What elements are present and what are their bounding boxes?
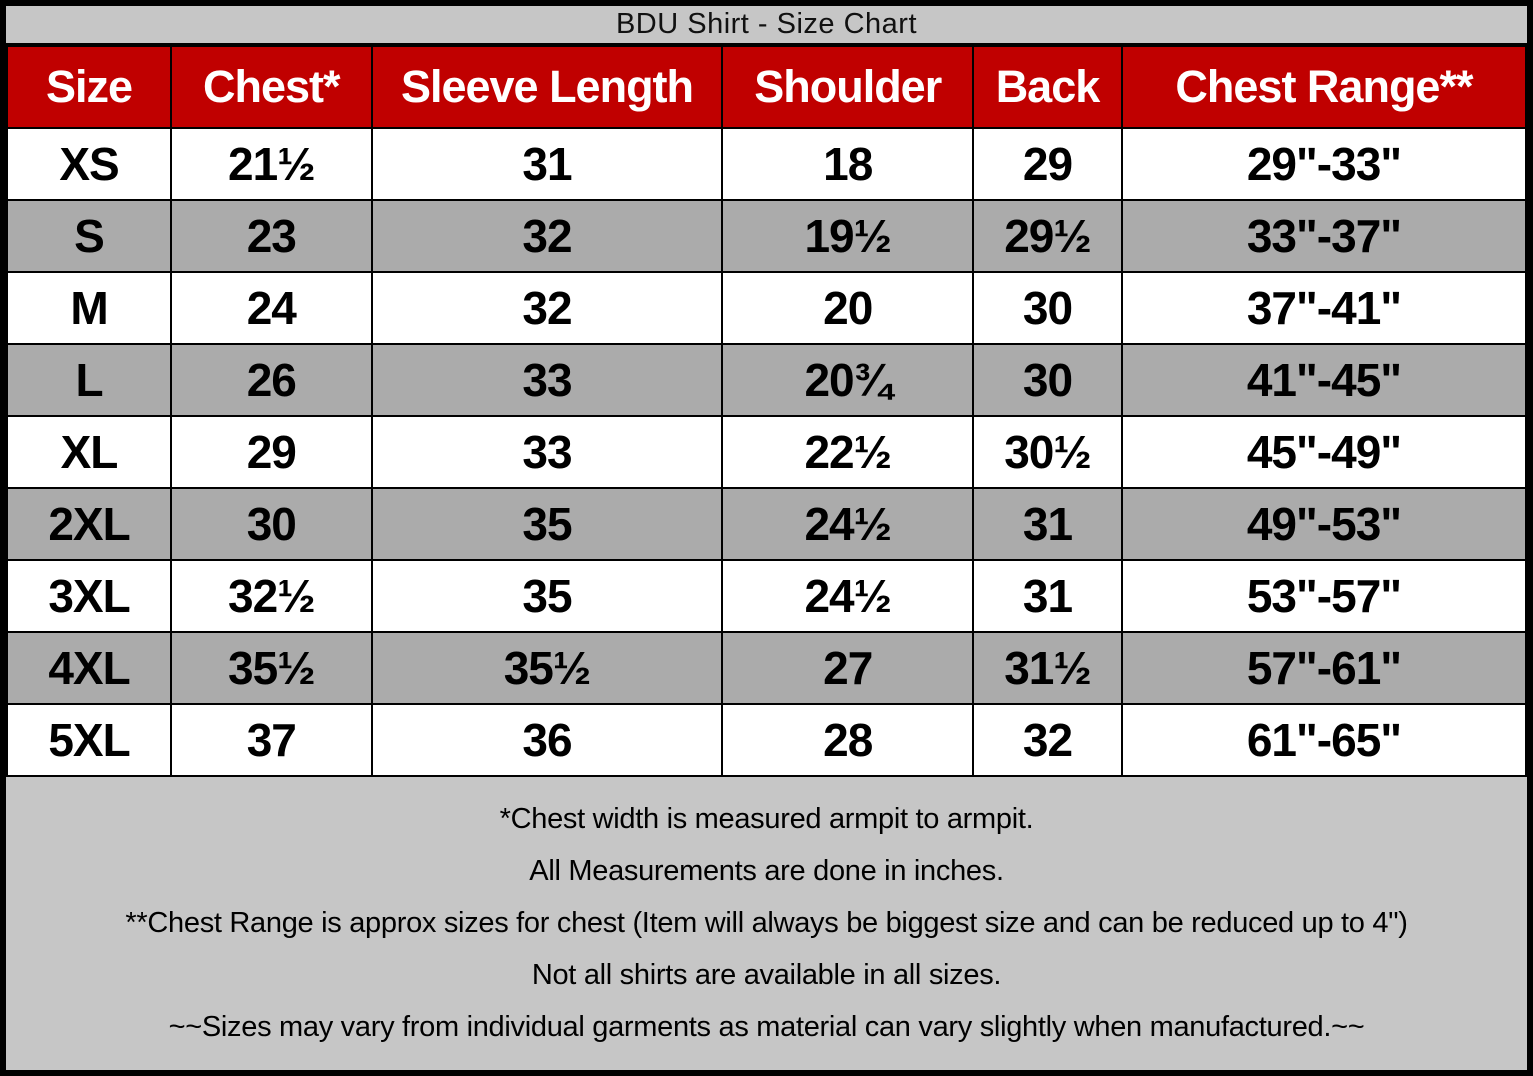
value-cell: 29"-33" (1120, 127, 1528, 201)
note-line-5: ~~Sizes may vary from individual garment… (168, 1011, 1365, 1043)
value-cell: 36 (370, 703, 724, 777)
value-cell: 26 (170, 343, 373, 417)
column-header-chest-range: Chest Range** (1120, 45, 1528, 129)
column-header-sleeve-length: Sleeve Length (370, 45, 724, 129)
value-cell: 37 (170, 703, 373, 777)
size-cell: 2XL (5, 487, 173, 561)
chart-title: BDU Shirt - Size Chart (6, 6, 1527, 45)
value-cell: 32 (972, 703, 1123, 777)
value-cell: 24½ (721, 559, 975, 633)
size-cell: 3XL (5, 559, 173, 633)
value-cell: 35½ (170, 631, 373, 705)
value-cell: 33"-37" (1120, 199, 1528, 273)
value-cell: 23 (170, 199, 373, 273)
column-header-size: Size (5, 45, 173, 129)
size-cell: XS (5, 127, 173, 201)
table-row-xs: XS 21½ 31 18 29 29"-33" (5, 127, 1528, 201)
value-cell: 53"-57" (1120, 559, 1528, 633)
value-cell: 31 (972, 559, 1123, 633)
note-line-2: All Measurements are done in inches. (529, 855, 1004, 887)
column-header-back: Back (972, 45, 1123, 129)
size-cell: 4XL (5, 631, 173, 705)
value-cell: 35½ (370, 631, 724, 705)
value-cell: 57"-61" (1120, 631, 1528, 705)
value-cell: 37"-41" (1120, 271, 1528, 345)
table-row-s: S 23 32 19½ 29½ 33"-37" (5, 199, 1528, 273)
value-cell: 28 (721, 703, 975, 777)
value-cell: 24½ (721, 487, 975, 561)
size-cell: XL (5, 415, 173, 489)
table-row-4xl: 4XL 35½ 35½ 27 31½ 57"-61" (5, 631, 1528, 705)
value-cell: 61"-65" (1120, 703, 1528, 777)
note-line-3: **Chest Range is approx sizes for chest … (125, 907, 1408, 939)
table-row-3xl: 3XL 32½ 35 24½ 31 53"-57" (5, 559, 1528, 633)
value-cell: 20¾ (721, 343, 975, 417)
value-cell: 18 (721, 127, 975, 201)
value-cell: 24 (170, 271, 373, 345)
value-cell: 41"-45" (1120, 343, 1528, 417)
value-cell: 20 (721, 271, 975, 345)
value-cell: 31 (370, 127, 724, 201)
value-cell: 30½ (972, 415, 1123, 489)
value-cell: 30 (170, 487, 373, 561)
column-header-chest: Chest* (170, 45, 373, 129)
value-cell: 19½ (721, 199, 975, 273)
value-cell: 31 (972, 487, 1123, 561)
value-cell: 35 (370, 559, 724, 633)
table-row-2xl: 2XL 30 35 24½ 31 49"-53" (5, 487, 1528, 561)
table-row-5xl: 5XL 37 36 28 32 61"-65" (5, 703, 1528, 777)
size-table: Size Chest* Sleeve Length Shoulder Back Chest… (5, 45, 1528, 777)
value-cell: 27 (721, 631, 975, 705)
value-cell: 33 (370, 343, 724, 417)
size-cell: S (5, 199, 173, 273)
value-cell: 35 (370, 487, 724, 561)
value-cell: 29 (972, 127, 1123, 201)
value-cell: 22½ (721, 415, 975, 489)
value-cell: 31½ (972, 631, 1123, 705)
table-header-row: Size Chest* Sleeve Length Shoulder Back Chest… (5, 45, 1528, 129)
value-cell: 30 (972, 343, 1123, 417)
value-cell: 45"-49" (1120, 415, 1528, 489)
size-cell: 5XL (5, 703, 173, 777)
note-line-1: *Chest width is measured armpit to armpi… (499, 803, 1034, 835)
value-cell: 32½ (170, 559, 373, 633)
column-header-shoulder: Shoulder (721, 45, 975, 129)
size-cell: M (5, 271, 173, 345)
table-row-l: L 26 33 20¾ 30 41"-45" (5, 343, 1528, 417)
table-row-xl: XL 29 33 22½ 30½ 45"-49" (5, 415, 1528, 489)
size-cell: L (5, 343, 173, 417)
notes-section: *Chest width is measured armpit to armpi… (6, 777, 1527, 1070)
value-cell: 29 (170, 415, 373, 489)
table-row-m: M 24 32 20 30 37"-41" (5, 271, 1528, 345)
note-line-4: Not all shirts are available in all size… (531, 959, 1002, 991)
value-cell: 32 (370, 199, 724, 273)
value-cell: 32 (370, 271, 724, 345)
value-cell: 33 (370, 415, 724, 489)
value-cell: 49"-53" (1120, 487, 1528, 561)
value-cell: 30 (972, 271, 1123, 345)
value-cell: 29½ (972, 199, 1123, 273)
value-cell: 21½ (170, 127, 373, 201)
